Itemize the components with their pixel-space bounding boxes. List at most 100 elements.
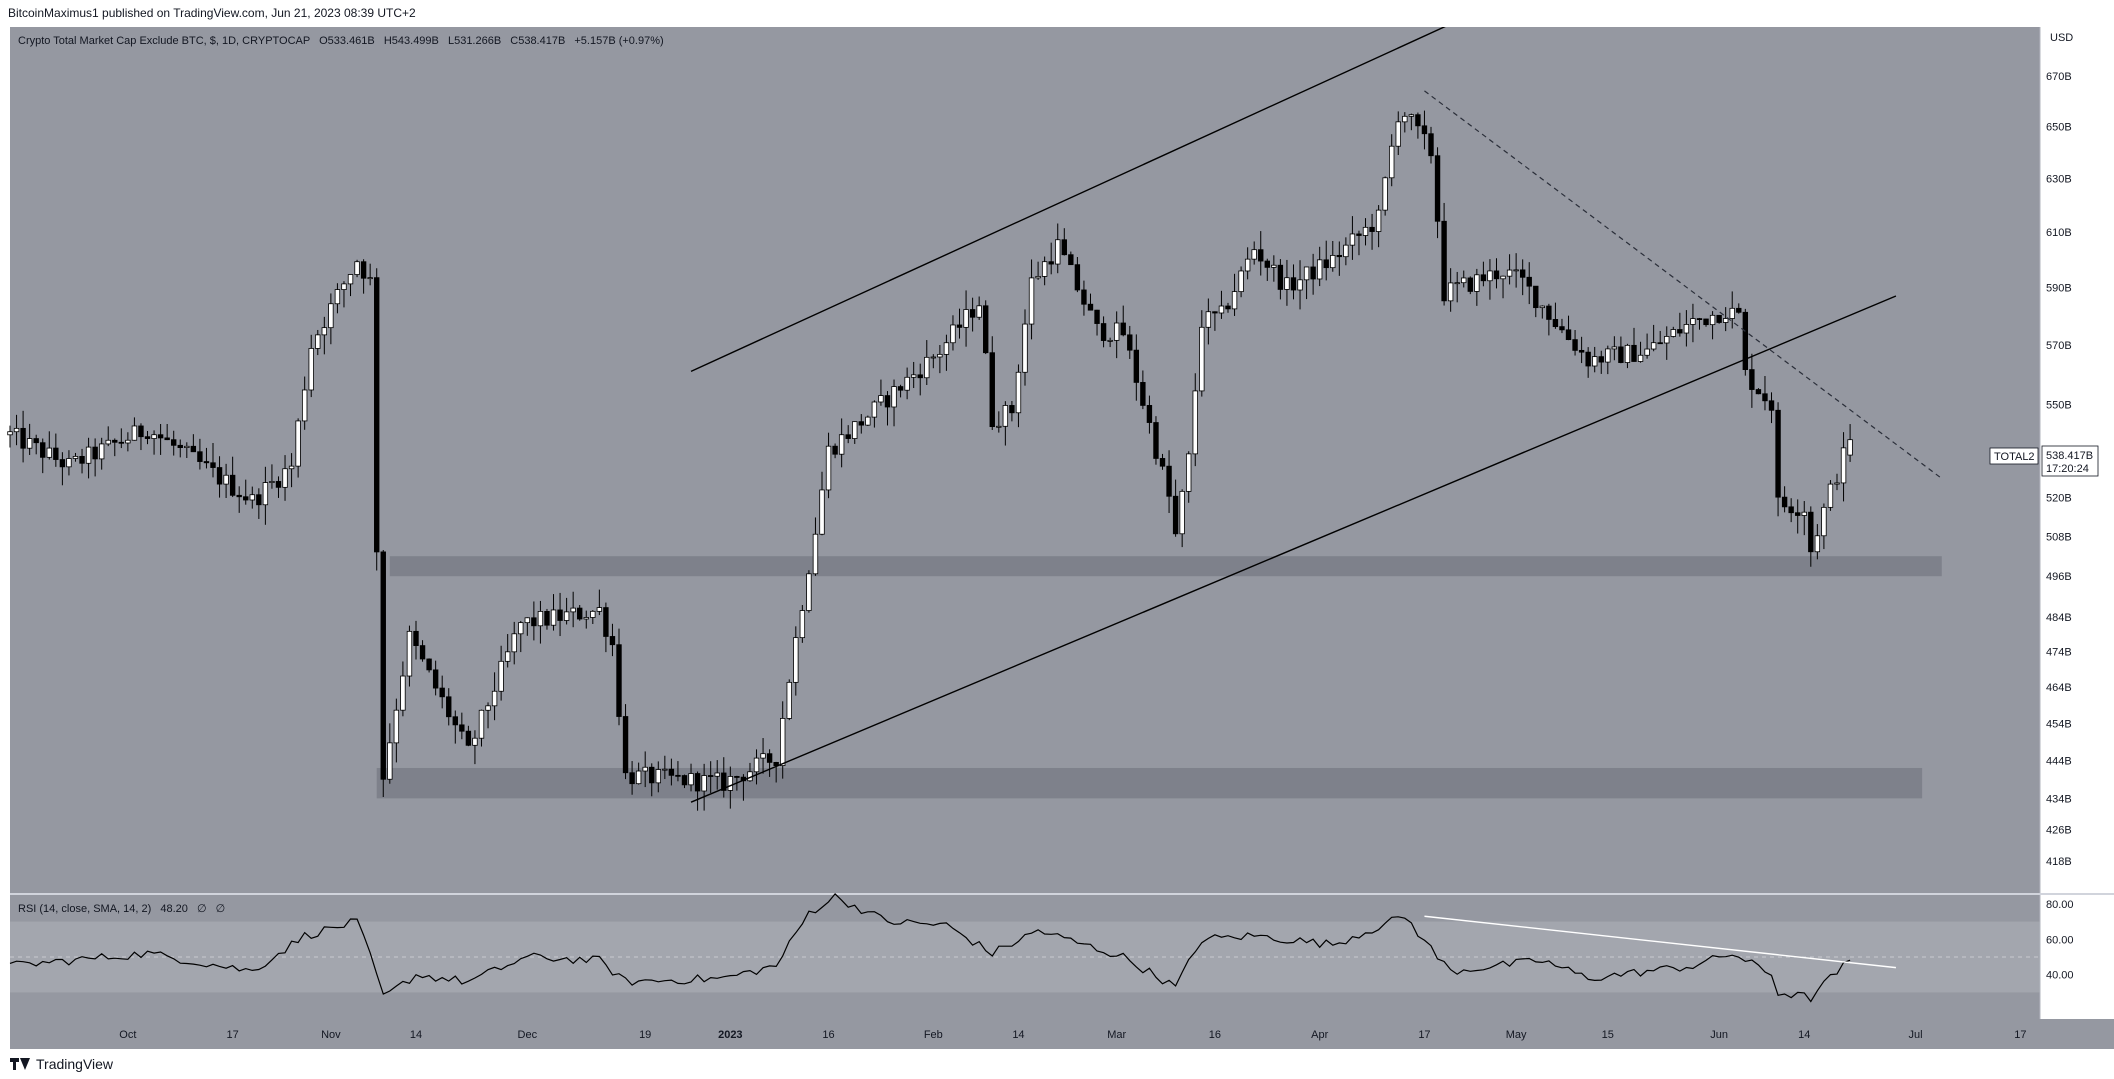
candle <box>1408 113 1415 131</box>
candle <box>66 450 72 476</box>
candle <box>1454 271 1460 303</box>
channel-upper-line[interactable] <box>690 27 1496 372</box>
candle <box>1251 241 1257 265</box>
candle-body <box>400 675 406 711</box>
candle-body <box>1362 226 1369 236</box>
rsi-legend[interactable]: RSI (14, close, SMA, 14, 2) 48.20 ∅ ∅ <box>18 903 225 915</box>
candle <box>1552 302 1559 329</box>
candle-body <box>432 669 439 689</box>
candle-body <box>72 455 79 459</box>
candle-body <box>1421 125 1428 135</box>
candle-body <box>1303 266 1310 281</box>
chart-area[interactable]: USD 670B650B630B610B590B570B550B530B520B… <box>0 27 2114 1049</box>
candle-body <box>1487 270 1493 282</box>
candle-body <box>603 607 609 637</box>
candle <box>72 452 79 462</box>
time-tick-label: 2023 <box>718 1029 742 1041</box>
candle-body <box>910 374 917 378</box>
candle-body <box>1808 511 1814 553</box>
candle <box>1284 259 1290 306</box>
candle-body <box>341 283 347 290</box>
chart-legend[interactable]: Crypto Total Market Cap Exclude BTC, $, … <box>18 35 664 47</box>
candle <box>151 430 157 455</box>
candle <box>1572 330 1578 356</box>
candle <box>924 340 930 385</box>
candle-body <box>649 766 655 784</box>
candle <box>504 634 511 668</box>
candle <box>760 738 766 774</box>
tradingview-logo-icon <box>10 1058 30 1070</box>
candle <box>1041 256 1048 286</box>
candle <box>1716 314 1722 324</box>
time-axis[interactable] <box>10 1019 2114 1049</box>
candle-body <box>924 356 930 379</box>
candle-body <box>118 441 125 444</box>
price-tick-label: 496B <box>2046 571 2072 583</box>
candle-body <box>1664 336 1670 344</box>
candle <box>465 725 472 747</box>
candle-body <box>1199 326 1205 392</box>
candle-body <box>1238 270 1244 293</box>
candle <box>1395 111 1401 155</box>
candle-body <box>1506 269 1513 277</box>
candle <box>216 456 223 498</box>
candle-body <box>1218 305 1225 314</box>
candle <box>609 623 616 657</box>
candle-body <box>1533 285 1539 309</box>
candle <box>1834 473 1840 491</box>
candle-body <box>1159 458 1166 467</box>
candle <box>1107 337 1113 348</box>
candle-body <box>622 716 629 774</box>
price-tick-label: 630B <box>2046 173 2072 185</box>
legend-open: 533.461B <box>328 35 375 47</box>
candle-body <box>13 427 20 433</box>
time-axis-ticks: Oct 17 Nov 14 Dec 19 2023 16 Feb 14 Mar 16 Apr 17 May 1… <box>119 1029 2026 1041</box>
candle-body <box>1415 114 1421 127</box>
trendlines[interactable] <box>690 27 1943 803</box>
candle <box>282 455 288 501</box>
candle-body <box>1244 258 1251 272</box>
candle-body <box>1696 318 1703 320</box>
candle <box>1795 499 1801 534</box>
candle <box>138 423 144 451</box>
tradingview-logo[interactable]: TradingView <box>10 1056 113 1072</box>
candle <box>131 417 138 441</box>
candle <box>197 438 203 470</box>
candle-body <box>1068 254 1074 266</box>
candle-body <box>1349 233 1356 246</box>
candle-body <box>1035 275 1041 279</box>
candle <box>1061 228 1067 256</box>
candle <box>1539 305 1546 319</box>
candle-body <box>1055 239 1061 265</box>
candle <box>1703 318 1709 327</box>
candle-body <box>1768 400 1775 411</box>
candle-body <box>1356 233 1362 236</box>
channel-lower-line[interactable] <box>690 295 1897 803</box>
price-badge-bg <box>2041 445 2099 477</box>
candle <box>937 344 943 374</box>
candle-body <box>1461 277 1467 284</box>
candle <box>1821 503 1827 550</box>
candle-body <box>996 425 1002 428</box>
candle <box>969 297 976 332</box>
candle <box>426 658 432 673</box>
candle-body <box>635 770 642 785</box>
price-axis[interactable] <box>2040 27 2114 1019</box>
candle-body <box>1048 261 1054 265</box>
candle-body <box>243 496 249 501</box>
candle-body <box>334 289 341 305</box>
candle-body <box>138 425 144 438</box>
publisher-bar: BitcoinMaximus1 published on TradingView… <box>0 0 2114 27</box>
candle <box>681 774 688 789</box>
candle <box>603 602 609 653</box>
candle <box>832 443 838 459</box>
candle-body <box>1081 289 1087 305</box>
time-tick-label: May <box>1506 1029 1527 1041</box>
candle <box>550 594 557 631</box>
candle <box>1336 241 1343 276</box>
candle <box>1035 261 1041 280</box>
candle-body <box>498 660 504 692</box>
candle-body <box>956 324 963 328</box>
candle-body <box>1258 249 1264 262</box>
candle-body <box>1814 535 1821 553</box>
